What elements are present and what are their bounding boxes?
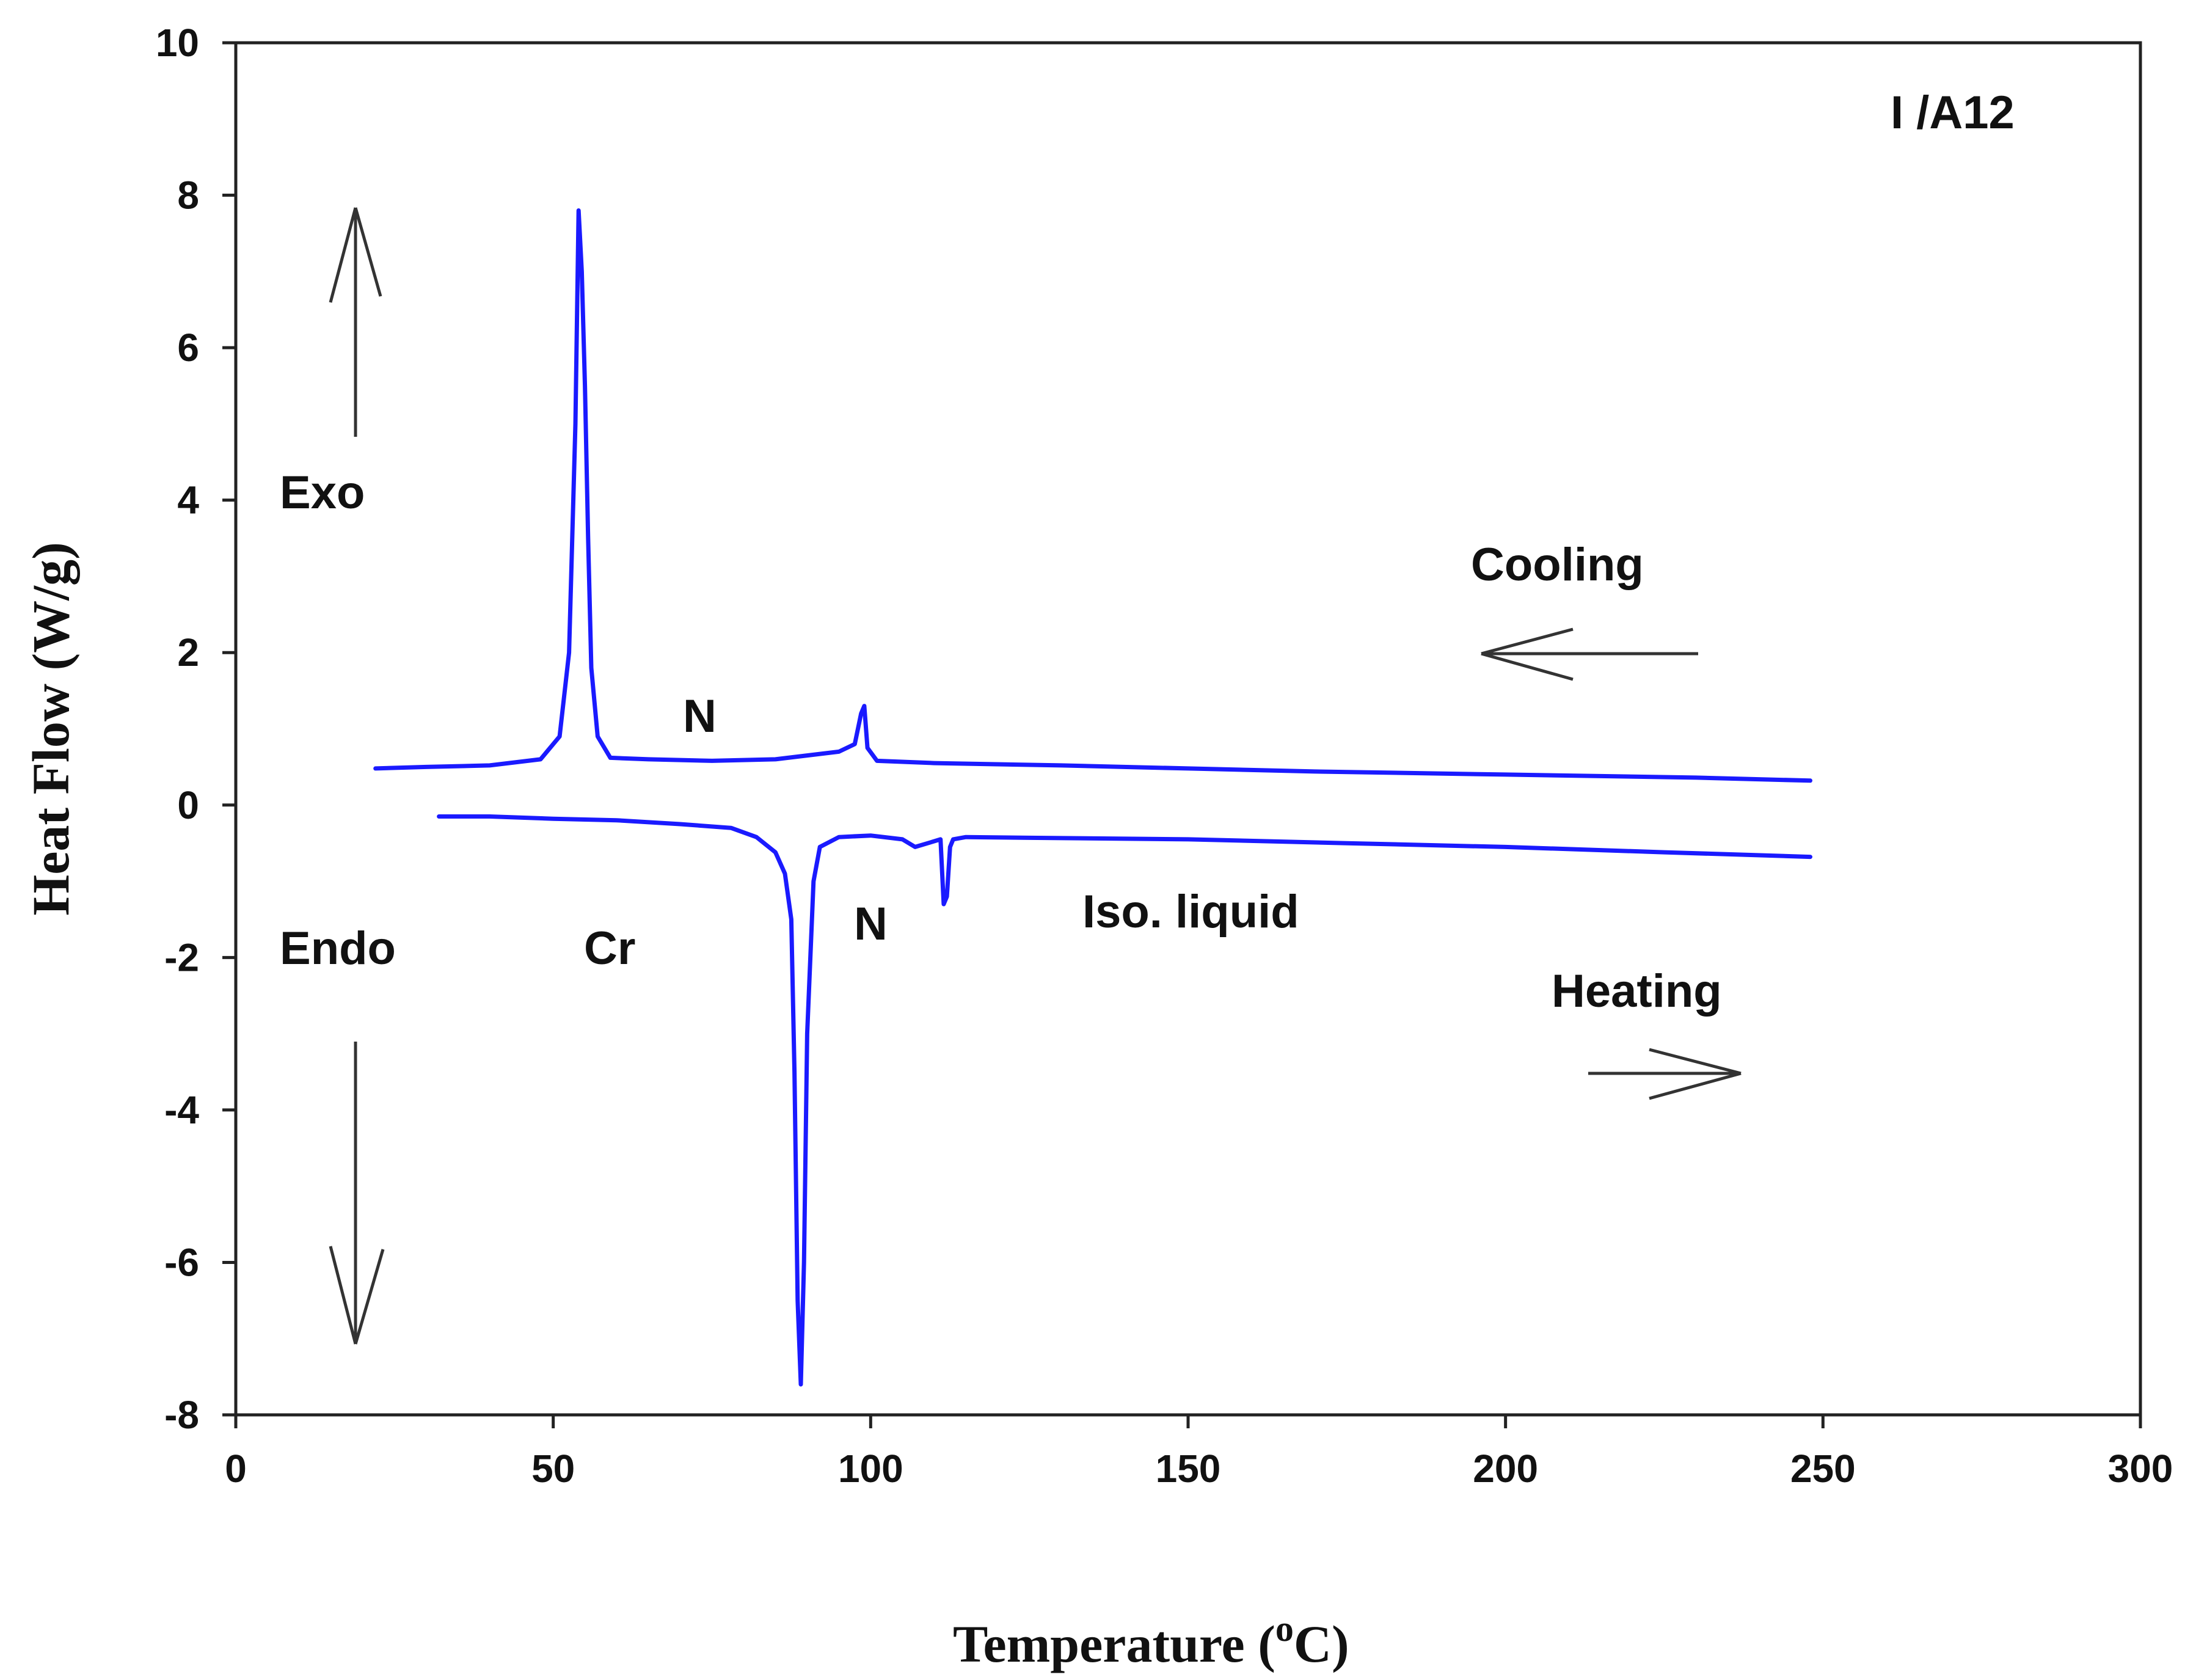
y-tick-label: 0 xyxy=(177,783,199,827)
y-tick-label: 6 xyxy=(177,326,199,370)
endo-label: Endo xyxy=(280,922,396,974)
y-axis-title: Heat Flow (W/g) xyxy=(21,542,80,915)
plot-frame xyxy=(234,41,2142,1417)
x-tick-label: 50 xyxy=(531,1447,575,1491)
x-axis-title-main: Temperature ( xyxy=(953,1615,1275,1673)
cooling-label: Cooling xyxy=(1471,539,1644,591)
x-tick-label: 300 xyxy=(2108,1447,2173,1491)
heating-label: Heating xyxy=(1552,965,1722,1017)
sample-label: I /A12 xyxy=(1891,87,2015,139)
y-tick-label: 10 xyxy=(156,21,199,65)
y-tick-label: 8 xyxy=(177,173,199,217)
cooling-left-arrow-icon xyxy=(1481,627,1698,681)
x-tick-label: 200 xyxy=(1473,1447,1538,1491)
iso-liquid-label: Iso. liquid xyxy=(1082,886,1299,938)
y-tick-label: 4 xyxy=(177,478,199,522)
y-tick-label: -4 xyxy=(164,1088,199,1132)
exo-label: Exo xyxy=(280,467,365,519)
x-tick-label: 150 xyxy=(1156,1447,1221,1491)
x-tick-label: 250 xyxy=(1790,1447,1856,1491)
series-layer xyxy=(373,208,1812,1387)
x-tick-label: 100 xyxy=(838,1447,903,1491)
nematic-cooling-label: N xyxy=(683,690,717,742)
crystal-label: Cr xyxy=(584,922,635,974)
series-line-heating xyxy=(437,814,1812,1387)
y-axis-ticks: -8 -6 -4 -2 0 2 4 6 8 10 xyxy=(156,21,236,1437)
series-line-cooling xyxy=(373,208,1812,783)
x-tick-label: 0 xyxy=(225,1447,247,1491)
x-axis-ticks: 0 50 100 150 200 250 300 xyxy=(225,1415,2173,1491)
nematic-heating-label: N xyxy=(854,898,888,950)
exo-up-arrow-icon xyxy=(329,207,382,437)
y-tick-label: -8 xyxy=(164,1393,199,1437)
x-axis-title-sup: o xyxy=(1275,1609,1294,1649)
heating-right-arrow-icon xyxy=(1588,1048,1742,1100)
x-axis-title-end: C) xyxy=(1294,1615,1349,1673)
endo-down-arrow-icon xyxy=(329,1042,385,1345)
y-tick-label: -6 xyxy=(164,1240,199,1284)
y-tick-label: -2 xyxy=(164,935,199,979)
y-tick-label: 2 xyxy=(177,630,199,674)
x-axis-title: Temperature (oC) xyxy=(953,1609,1349,1673)
